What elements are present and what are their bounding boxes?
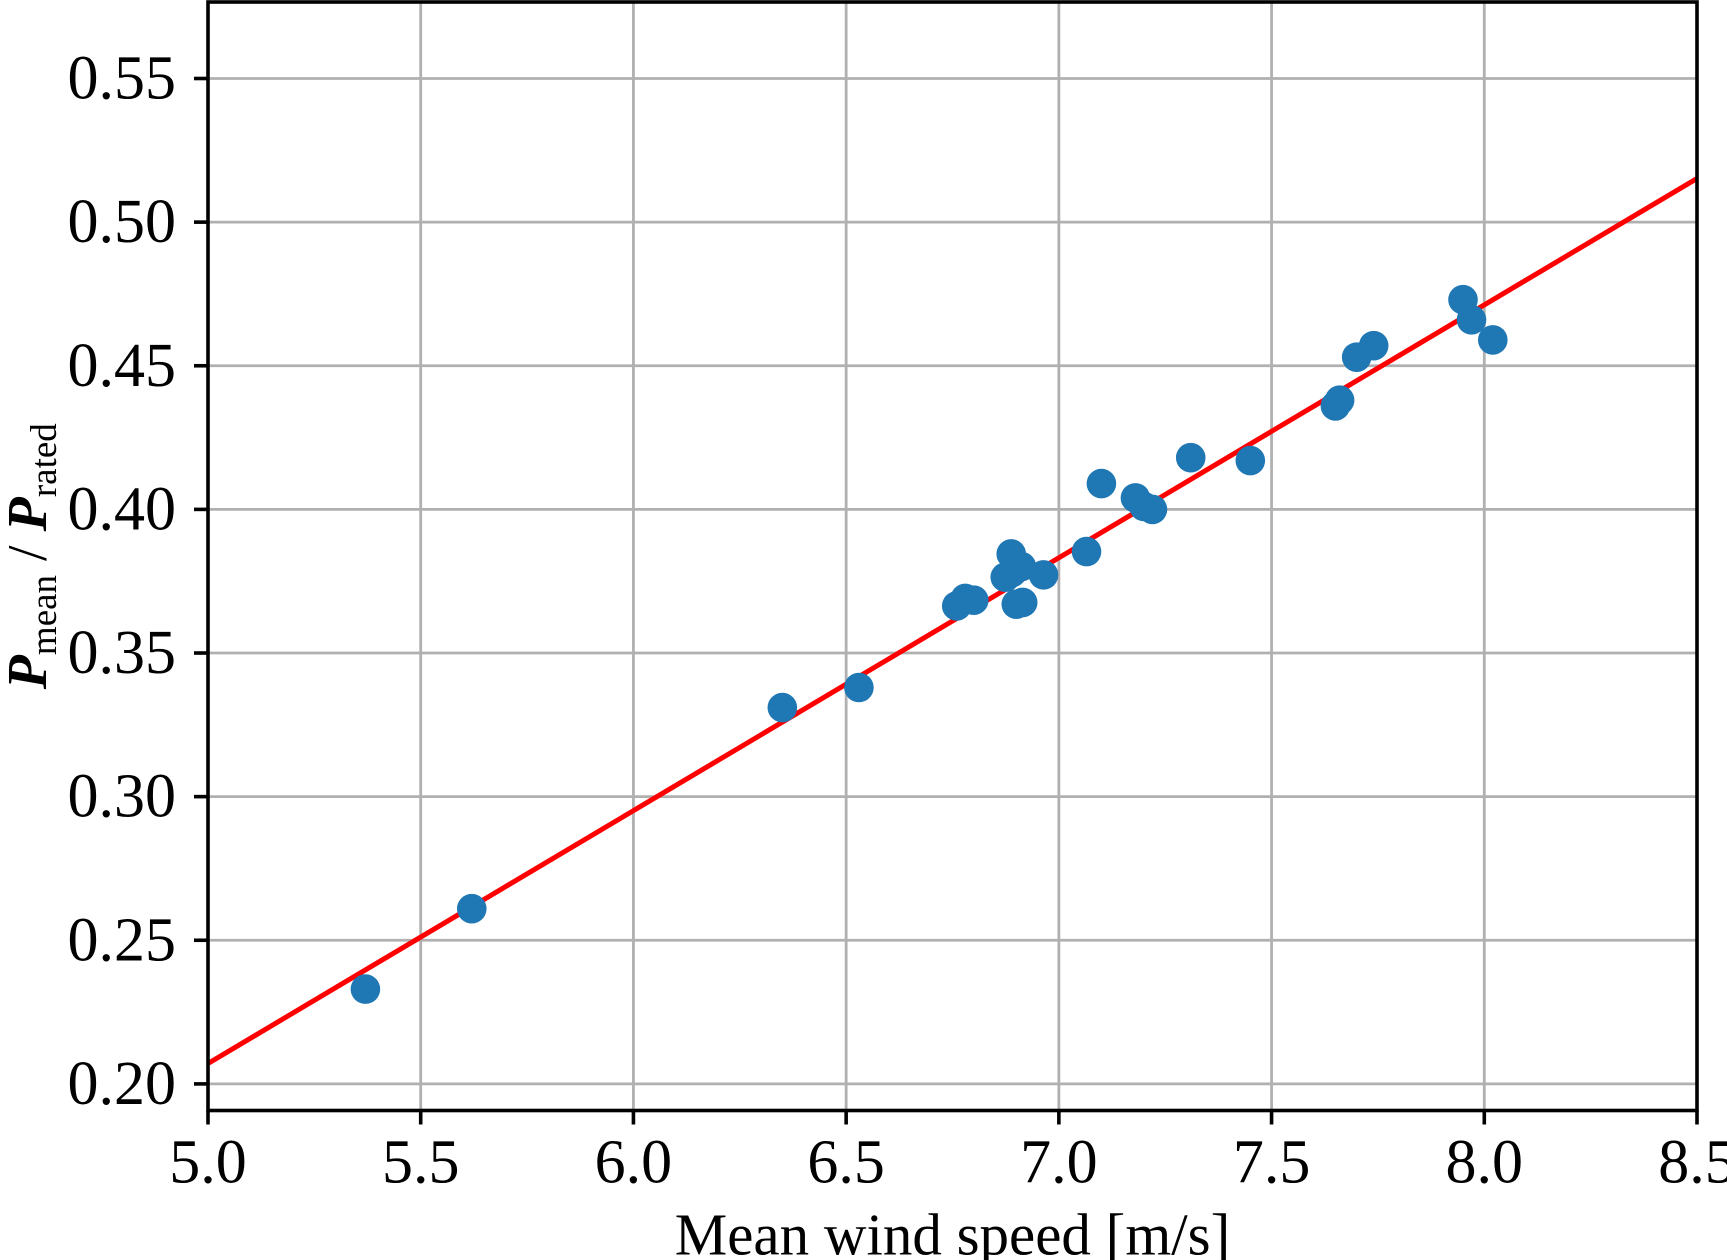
svg-text:0.25: 0.25 xyxy=(68,906,177,974)
svg-text:8.5: 8.5 xyxy=(1658,1129,1727,1197)
svg-text:0.30: 0.30 xyxy=(68,763,177,831)
svg-text:5.5: 5.5 xyxy=(382,1129,460,1197)
svg-text:0.55: 0.55 xyxy=(68,45,177,113)
svg-text:7.5: 7.5 xyxy=(1233,1129,1311,1197)
svg-text:6.0: 6.0 xyxy=(595,1129,673,1197)
svg-text:Mean wind speed [m/s]: Mean wind speed [m/s] xyxy=(675,1202,1230,1260)
svg-text:0.35: 0.35 xyxy=(68,619,177,687)
svg-text:0.40: 0.40 xyxy=(68,475,177,543)
svg-text:8.0: 8.0 xyxy=(1446,1129,1524,1197)
svg-text:6.5: 6.5 xyxy=(807,1129,885,1197)
svg-text:0.50: 0.50 xyxy=(68,188,177,256)
svg-text:0.45: 0.45 xyxy=(68,332,177,400)
svg-text:5.0: 5.0 xyxy=(169,1129,247,1197)
svg-text:0.20: 0.20 xyxy=(68,1050,177,1118)
svg-text:7.0: 7.0 xyxy=(1020,1129,1098,1197)
